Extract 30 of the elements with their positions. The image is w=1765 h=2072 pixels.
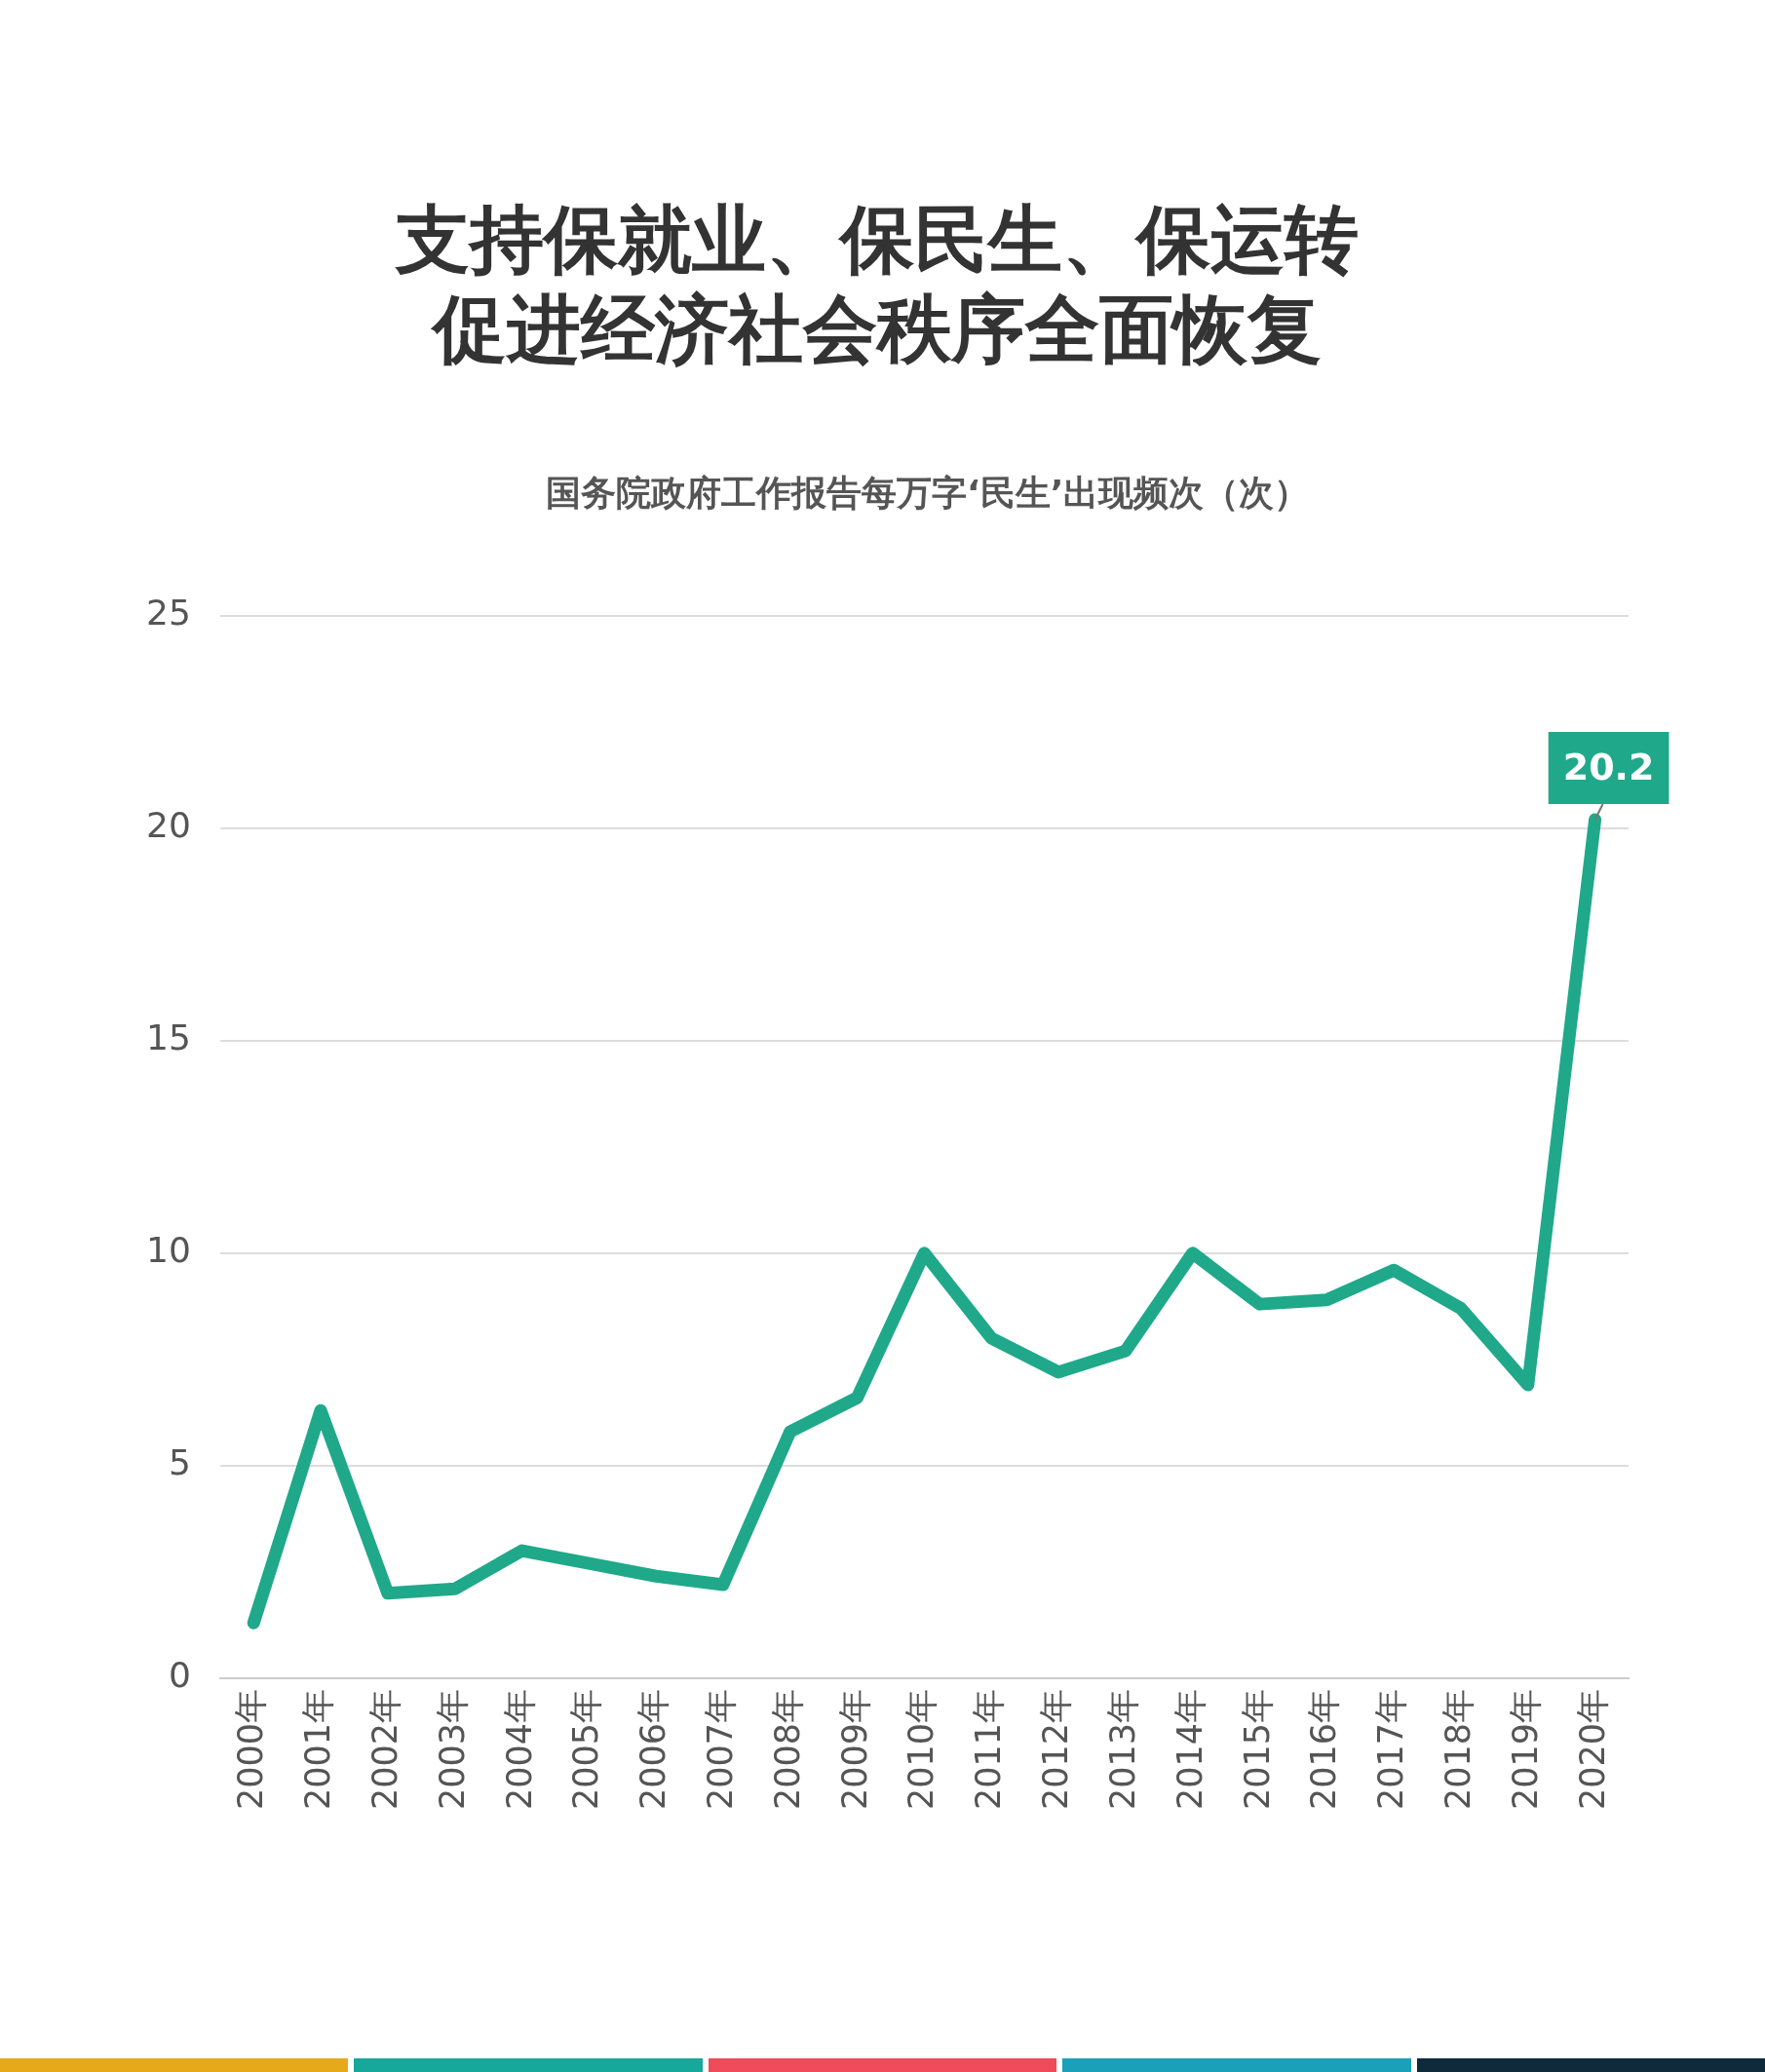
x-tick-label: 2020年 [1572, 1688, 1612, 1811]
x-tick-label: 2001年 [298, 1688, 338, 1811]
y-tick-label: 10 [146, 1230, 191, 1271]
chart-title: 支持保就业、保民生、保运转促进经济社会秩序全面恢复 [394, 195, 1360, 374]
x-tick-label: 2011年 [969, 1688, 1009, 1811]
x-tick-label: 2016年 [1304, 1688, 1344, 1811]
x-tick-label: 2012年 [1036, 1688, 1076, 1811]
x-tick-label: 2010年 [902, 1688, 941, 1811]
x-tick-label: 2004年 [499, 1688, 539, 1811]
x-tick-label: 2000年 [231, 1688, 271, 1811]
x-tick-label: 2015年 [1237, 1688, 1277, 1811]
x-tick-label: 2009年 [834, 1688, 874, 1811]
y-tick-label: 25 [146, 592, 191, 633]
x-tick-label: 2014年 [1170, 1688, 1209, 1811]
x-tick-label: 2019年 [1505, 1688, 1545, 1811]
x-tick-label: 2002年 [365, 1688, 404, 1811]
x-tick-label: 2007年 [701, 1688, 741, 1811]
x-tick-label: 2013年 [1102, 1688, 1142, 1811]
x-tick-label: 2006年 [633, 1688, 673, 1811]
x-tick-label: 2003年 [432, 1688, 472, 1811]
x-tick-label: 2017年 [1371, 1688, 1411, 1811]
x-tick-label: 2005年 [566, 1688, 606, 1811]
y-tick-label: 5 [168, 1442, 191, 1483]
y-tick-label: 15 [146, 1017, 191, 1058]
data-label: 20.2 [1562, 745, 1655, 788]
chart-subtitle: 国务院政府工作报告每万字‘民生’出现频次（次） [546, 472, 1310, 515]
y-tick-label: 0 [168, 1655, 191, 1696]
x-tick-label: 2018年 [1439, 1688, 1478, 1811]
y-tick-label: 20 [146, 805, 191, 846]
x-tick-label: 2008年 [767, 1688, 807, 1811]
